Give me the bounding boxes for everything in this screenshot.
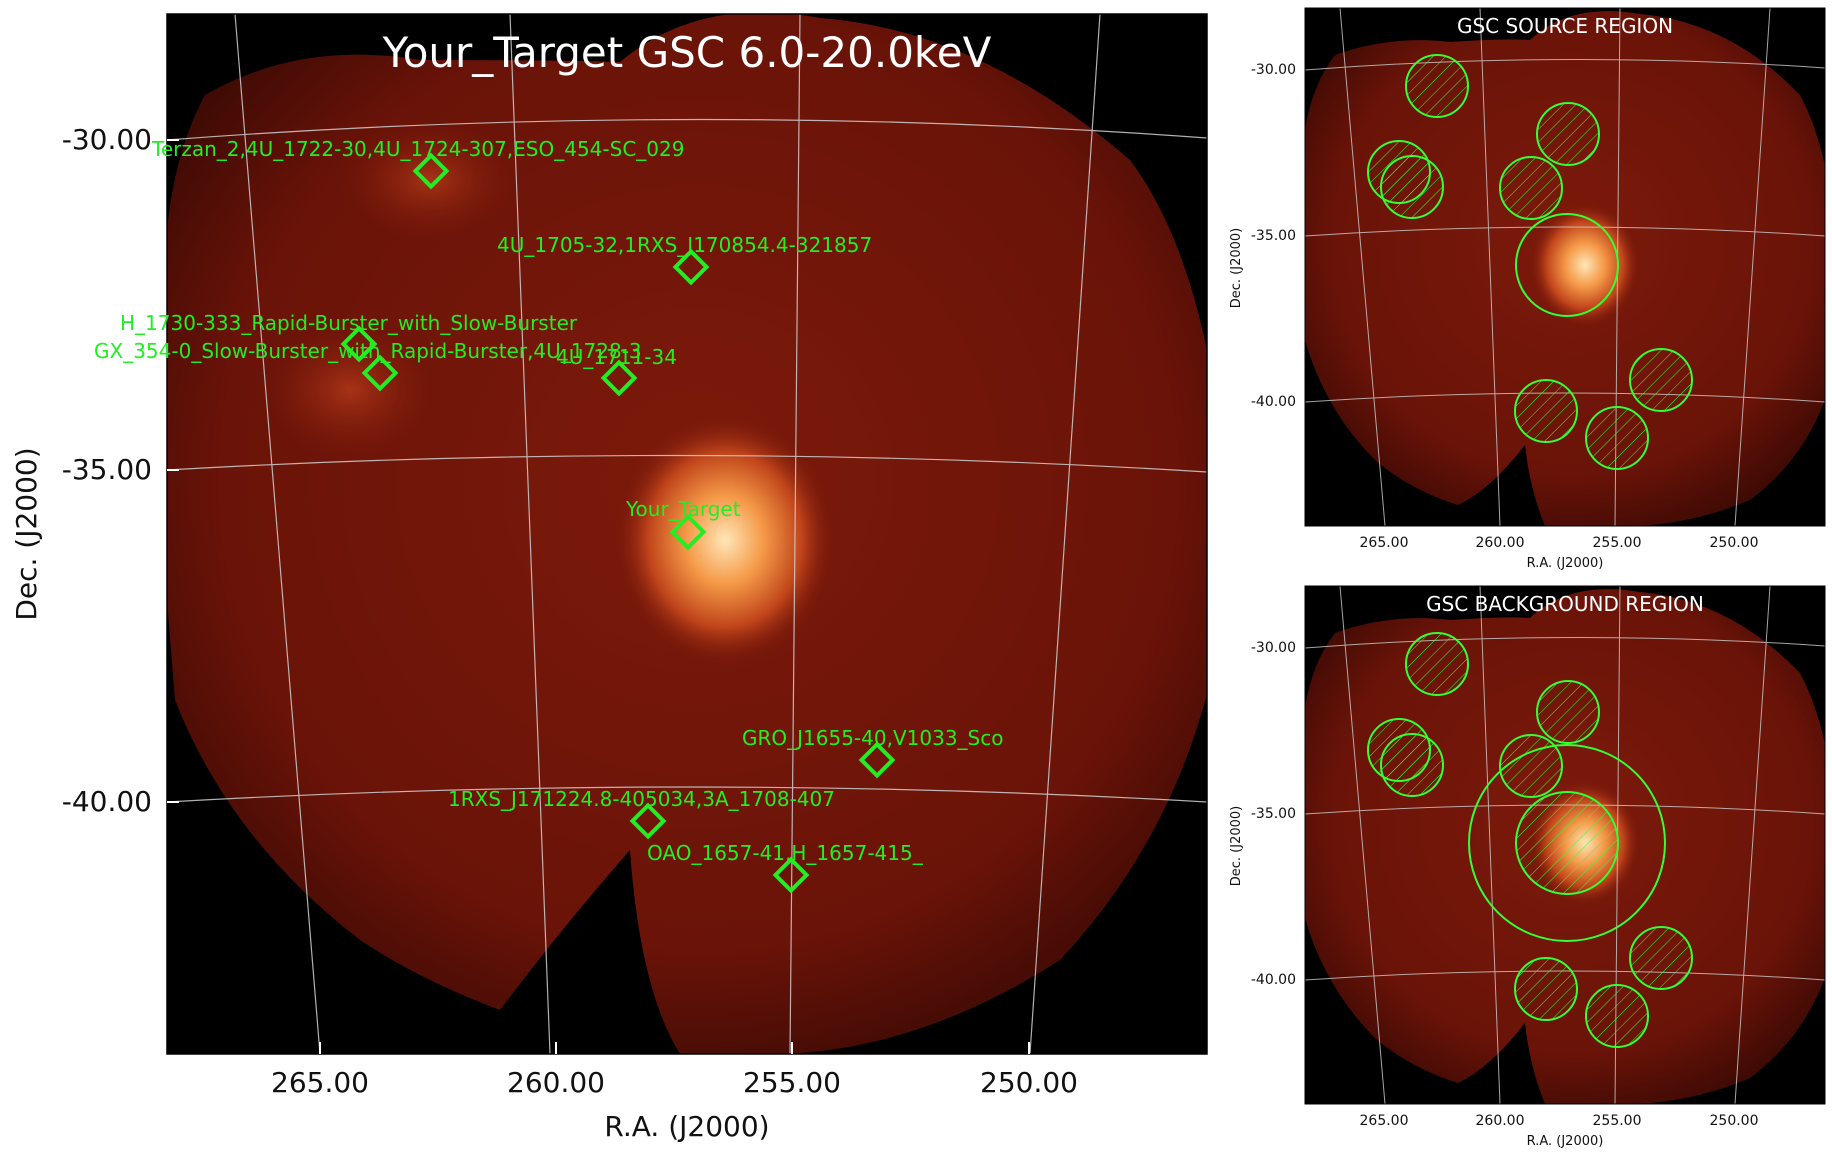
y-tick-label: -35.00 (1251, 228, 1296, 244)
source-label: 4U_1705-32,1RXS_J170854.4-321857 (497, 233, 872, 257)
excluded-source-circle[interactable] (1514, 379, 1578, 443)
excluded-source-circle[interactable] (1585, 984, 1649, 1048)
source-marker[interactable] (340, 325, 378, 363)
main-coordinate-grid (167, 14, 1207, 1054)
x-axis-label: R.A. (J2000) (1527, 1134, 1604, 1149)
y-axis-label: Dec. (J2000) (1229, 228, 1244, 308)
y-tick-label: -40.00 (1251, 394, 1296, 410)
x-tick-label: 260.00 (1476, 1113, 1525, 1129)
source-region-circles (1367, 54, 1693, 470)
x-tick-label: 265.00 (271, 1066, 369, 1099)
excluded-source-circle[interactable] (1515, 791, 1619, 895)
y-axis-label: Dec. (J2000) (1229, 806, 1244, 886)
excluded-source-circle[interactable] (1629, 348, 1693, 412)
source-region-panel: GSC SOURCE REGION -30.00 -35.00 -40.00 2… (1229, 7, 1826, 571)
main-title: Your_Target GSC 6.0-20.0keV (382, 28, 992, 77)
excluded-source-circle[interactable] (1536, 680, 1600, 744)
x-axis-label: R.A. (J2000) (1527, 556, 1604, 571)
excluded-source-circle[interactable] (1380, 155, 1444, 219)
background-panel-title: GSC BACKGROUND REGION (1426, 592, 1704, 616)
excluded-source-circle[interactable] (1536, 102, 1600, 166)
y-tick-label: -30.00 (1251, 62, 1296, 78)
main-tick-marks (167, 139, 1030, 1054)
source-marker[interactable] (629, 802, 667, 840)
source-label: GX_354-0_Slow-Burster_with_Rapid-Burster… (94, 339, 642, 363)
source-extraction-circle[interactable] (1515, 213, 1619, 317)
x-tick-label: 250.00 (1710, 1113, 1759, 1129)
source-coordinate-grid (1305, 8, 1825, 526)
excluded-source-circle[interactable] (1405, 54, 1469, 118)
source-marker[interactable] (361, 354, 399, 392)
source-panel-title: GSC SOURCE REGION (1457, 14, 1673, 38)
excluded-source-circle[interactable] (1629, 926, 1693, 990)
source-marker[interactable] (669, 513, 707, 551)
x-tick-label: 265.00 (1360, 1113, 1409, 1129)
source-label: 4U_1711-34 (556, 345, 677, 369)
main-map-panel: Terzan_2,4U_1722-30,4U_1724-307,ESO_454-… (10, 13, 1208, 1143)
source-label: Terzan_2,4U_1722-30,4U_1724-307,ESO_454-… (151, 137, 684, 161)
x-tick-label: 260.00 (1476, 535, 1525, 551)
excluded-source-circle[interactable] (1380, 733, 1444, 797)
x-axis-label: R.A. (J2000) (604, 1110, 769, 1143)
y-tick-label: -40.00 (1251, 972, 1296, 988)
x-tick-label: 250.00 (980, 1066, 1078, 1099)
background-region-panel: GSC BACKGROUND REGION -30.00 -35.00 -40.… (1229, 585, 1826, 1149)
x-tick-label: 255.00 (1593, 1113, 1642, 1129)
x-tick-label: 250.00 (1710, 535, 1759, 551)
source-label: Your_Target (625, 497, 741, 521)
source-marker[interactable] (600, 359, 638, 397)
y-tick-label: -35.00 (62, 453, 152, 486)
y-axis-label: Dec. (J2000) (10, 447, 43, 620)
source-marker[interactable] (858, 741, 896, 779)
x-tick-label: 260.00 (507, 1066, 605, 1099)
main-target-glow (615, 415, 835, 665)
main-source-markers (340, 152, 896, 894)
x-tick-label: 255.00 (743, 1066, 841, 1099)
background-region-circles (1367, 632, 1693, 1048)
excluded-source-circle[interactable] (1499, 734, 1563, 798)
source-marker[interactable] (412, 152, 450, 190)
excluded-source-circle[interactable] (1514, 957, 1578, 1021)
source-target-glow (1530, 203, 1640, 327)
source-label: OAO_1657-41,H_1657-415_ (647, 841, 924, 865)
y-tick-label: -40.00 (62, 785, 152, 818)
source-marker[interactable] (672, 248, 710, 286)
y-tick-label: -35.00 (1251, 806, 1296, 822)
main-diffuse-glow (340, 120, 520, 240)
excluded-source-circle[interactable] (1585, 406, 1649, 470)
background-annulus-outer[interactable] (1468, 744, 1666, 942)
main-diffuse-glow (260, 320, 440, 460)
source-label: 1RXS_J171224.8-405034,3A_1708-407 (448, 787, 835, 811)
y-tick-label: -30.00 (1251, 640, 1296, 656)
source-marker[interactable] (772, 856, 810, 894)
x-tick-label: 265.00 (1360, 535, 1409, 551)
source-label: GRO_J1655-40,V1033_Sco (742, 726, 1003, 750)
x-tick-label: 255.00 (1593, 535, 1642, 551)
excluded-source-circle[interactable] (1405, 632, 1469, 696)
y-tick-label: -30.00 (62, 123, 152, 156)
excluded-source-circle[interactable] (1499, 156, 1563, 220)
source-label: H_1730-333_Rapid-Burster_with_Slow-Burst… (120, 311, 578, 335)
